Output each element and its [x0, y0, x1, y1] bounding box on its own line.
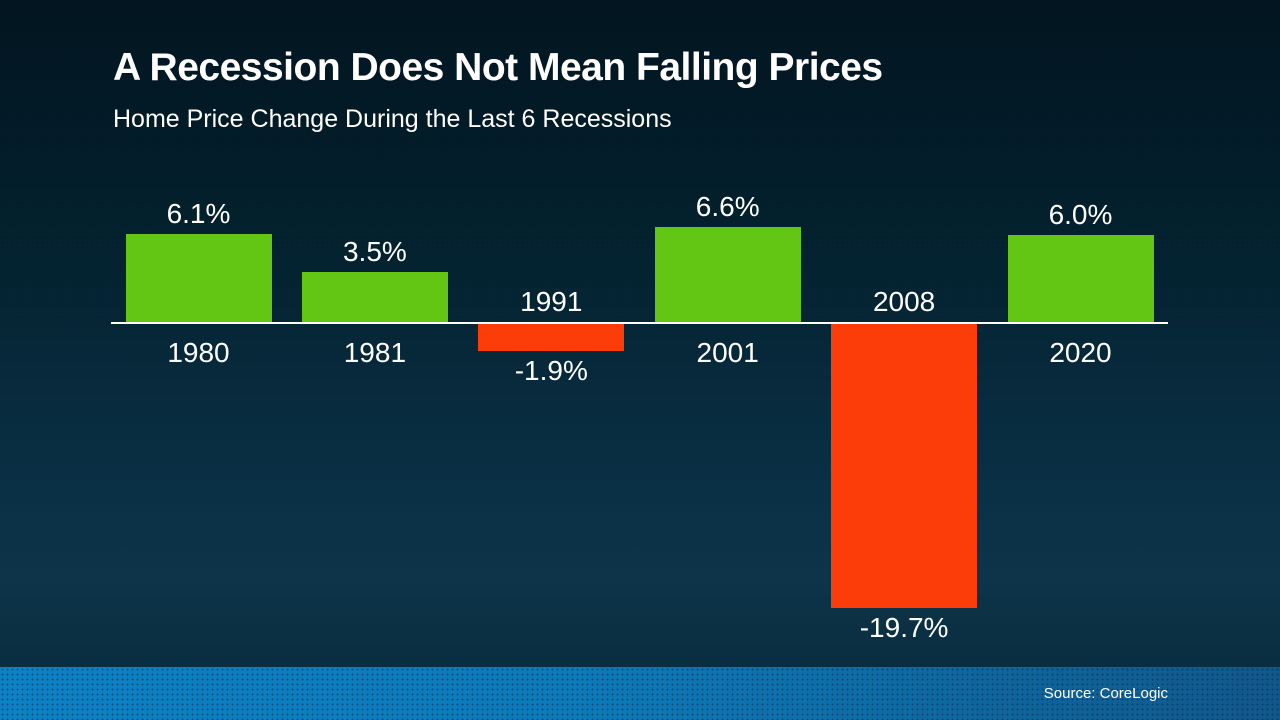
x-axis-line	[111, 322, 1168, 324]
bar-2008	[831, 324, 978, 608]
slide-title: A Recession Does Not Mean Falling Prices	[113, 46, 883, 89]
bar-year-label-2008: 2008	[872, 286, 936, 317]
bar-year-label-1980: 1980	[167, 337, 230, 368]
bar-1980	[125, 234, 272, 322]
bar-value-label-2020: 6.0%	[1048, 199, 1113, 230]
bar-value-label-1991: -1.9%	[514, 355, 588, 386]
bar-value-label-1980: 6.1%	[166, 198, 231, 229]
bar-1981	[301, 272, 448, 322]
bar-year-label-2020: 2020	[1049, 337, 1112, 368]
source-credit: Source: CoreLogic	[1043, 685, 1168, 702]
bar-year-label-1981: 1981	[343, 337, 407, 368]
bar-value-label-1981: 3.5%	[342, 236, 407, 267]
bar-year-label-2001: 2001	[696, 337, 759, 368]
bar-value-label-2008: -19.7%	[859, 612, 949, 643]
bar-value-label-2001: 6.6%	[695, 191, 760, 222]
bar-2020	[1007, 235, 1154, 322]
bar-1991	[478, 324, 625, 351]
slide-subtitle: Home Price Change During the Last 6 Rece…	[113, 105, 672, 133]
bar-year-label-1991: 1991	[520, 286, 583, 317]
footer-band: Source: CoreLogic	[0, 667, 1280, 720]
bar-2001	[654, 227, 801, 322]
